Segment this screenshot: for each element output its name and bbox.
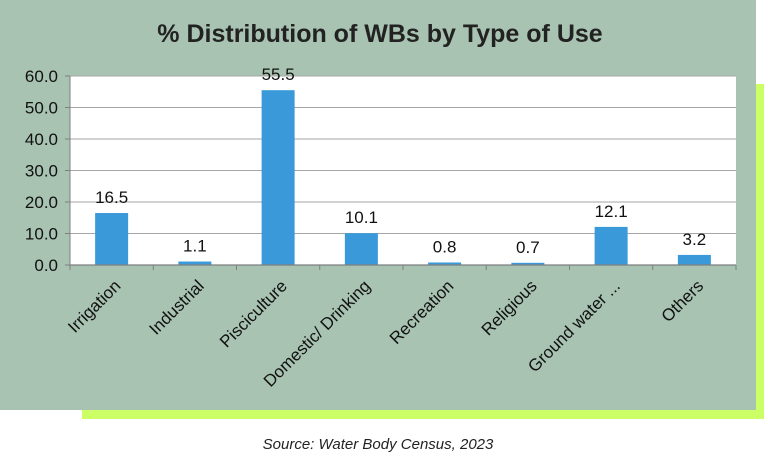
x-tick-label: Ground water ... [524, 276, 624, 376]
data-labels: 16.5 1.1 55.5 10.1 0.8 0.7 12.1 3.2 [95, 65, 706, 257]
y-tick-label: 50.0 [25, 99, 58, 118]
x-tick-label: Religious [478, 276, 541, 339]
data-label: 12.1 [595, 202, 628, 221]
bar [428, 262, 462, 265]
bar [261, 90, 295, 265]
x-tick-label: Pisciculture [216, 276, 291, 351]
data-label: 10.1 [345, 208, 378, 227]
bar [594, 226, 628, 265]
data-label: 0.7 [516, 238, 540, 257]
y-axis: 0.0 10.0 20.0 30.0 40.0 50.0 60.0 [25, 67, 71, 275]
y-tick-label: 20.0 [25, 193, 58, 212]
x-tick-label: Irrigation [64, 276, 124, 336]
x-tick-label: Others [658, 276, 708, 326]
chart-title: % Distribution of WBs by Type of Use [157, 20, 602, 48]
bars [95, 90, 711, 265]
bar [511, 262, 545, 265]
bar [677, 254, 711, 265]
bar [178, 261, 212, 265]
data-label: 0.8 [433, 237, 457, 256]
y-tick-label: 40.0 [25, 130, 58, 149]
data-label: 1.1 [183, 237, 207, 256]
source-note: Source: Water Body Census, 2023 [262, 436, 494, 453]
x-tick-label: Recreation [386, 276, 458, 348]
x-axis: Irrigation Industrial PiscicultureDomestic… [64, 264, 737, 391]
y-tick-label: 0.0 [34, 256, 58, 275]
data-label: 16.5 [95, 188, 128, 207]
data-label: 3.2 [683, 230, 707, 249]
y-tick-label: 30.0 [25, 162, 58, 181]
bar [95, 213, 129, 265]
x-tick-label: Industrial [145, 276, 207, 338]
y-tick-label: 60.0 [25, 67, 58, 86]
bar [344, 233, 378, 265]
data-label: 55.5 [262, 65, 295, 84]
y-tick-label: 10.0 [25, 225, 58, 244]
